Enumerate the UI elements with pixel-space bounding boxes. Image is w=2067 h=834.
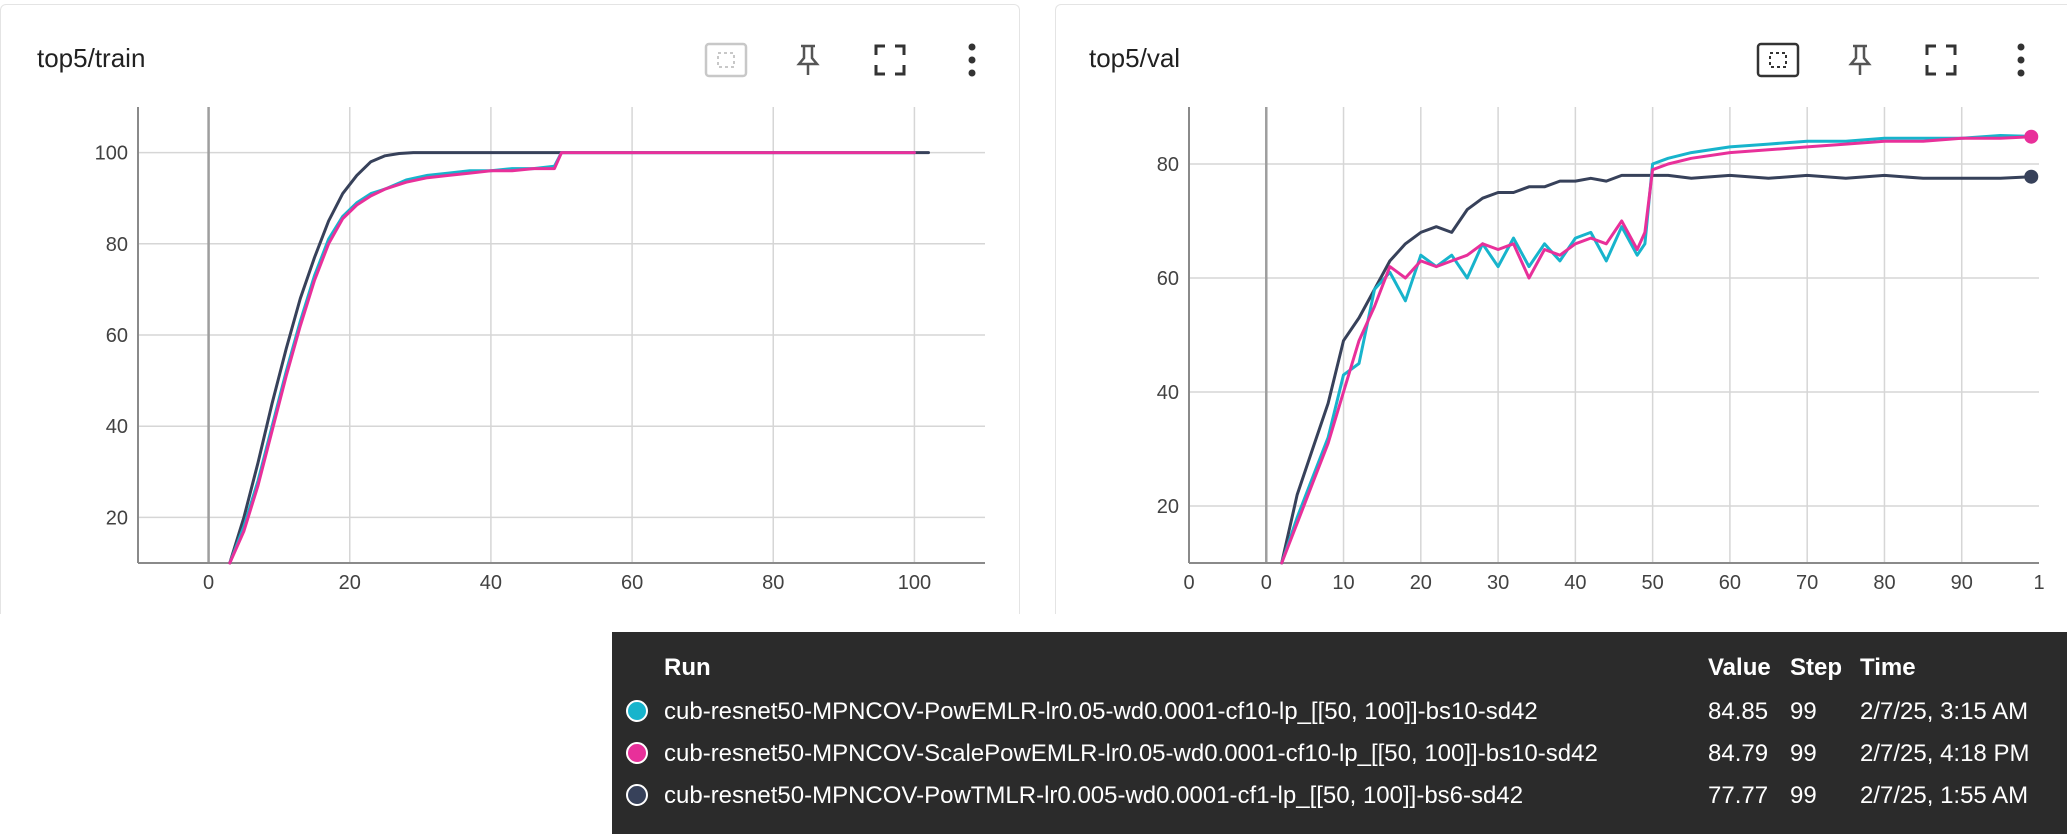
x-tick-label: 100	[898, 572, 931, 594]
y-tick-label: 40	[1157, 382, 1179, 404]
series-end-point	[2024, 169, 2039, 184]
more-options-button[interactable]	[947, 35, 997, 85]
fit-domain-button[interactable]	[701, 35, 751, 85]
more-vert-icon	[968, 43, 976, 77]
x-tick-label: 30	[1487, 572, 1509, 594]
x-tick-label: 40	[1564, 572, 1586, 594]
series-line	[228, 151, 916, 565]
tooltip-run-name: cub-resnet50-MPNCOV-PowEMLR-lr0.05-wd0.0…	[664, 698, 1538, 725]
tooltip-header-run: Run	[664, 654, 711, 681]
pin-icon	[1848, 44, 1872, 75]
fit-domain-icon	[704, 42, 748, 78]
line-chart-val[interactable]: 20 40 60 80 0 0 10 20 30 40 50 60 70 80 90 1	[1056, 5, 2067, 615]
series-line	[228, 151, 930, 565]
pin-icon	[796, 44, 820, 75]
series-end-point	[2024, 129, 2039, 144]
x-tick-label: 60	[1719, 572, 1741, 594]
chart-title-train: top5/train	[37, 43, 146, 73]
x-tick-label: 10	[1332, 572, 1354, 594]
chart-title-val: top5/val	[1089, 43, 1181, 73]
tooltip-time: 2/7/25, 3:15 AM	[1860, 698, 2029, 725]
y-tick-label: 100	[95, 143, 128, 165]
x-tick-label: 0	[1183, 572, 1194, 594]
chart-card-train: top5/train 20 40 60 80 100 0 20 40 60 80 100	[0, 4, 1020, 614]
y-tick-label: 80	[106, 234, 128, 256]
x-tick-label: 20	[339, 572, 361, 594]
y-tick-label: 40	[106, 416, 128, 438]
fullscreen-button[interactable]	[865, 35, 915, 85]
tooltip-step: 99	[1790, 782, 1817, 809]
pin-button[interactable]	[783, 35, 833, 85]
x-tick-label: 20	[1410, 572, 1432, 594]
fullscreen-button[interactable]	[1916, 35, 1966, 85]
x-tick-label: 0	[203, 572, 214, 594]
more-options-button[interactable]	[1996, 35, 2046, 85]
run-color-swatch	[626, 742, 648, 764]
tooltip-run-name: cub-resnet50-MPNCOV-PowTMLR-lr0.005-wd0.…	[664, 782, 1524, 809]
tooltip-run-name: cub-resnet50-MPNCOV-ScalePowEMLR-lr0.05-…	[664, 740, 1598, 767]
x-tick-label: 70	[1796, 572, 1818, 594]
x-tick-label: 80	[1873, 572, 1895, 594]
x-tick-label: 90	[1951, 572, 1973, 594]
x-tick-label: 60	[621, 572, 643, 594]
x-tick-label: 1	[2033, 572, 2044, 594]
fit-domain-button[interactable]	[1753, 35, 1803, 85]
tooltip-value: 77.77	[1708, 782, 1769, 809]
tooltip-header-step: Step	[1790, 654, 1843, 681]
fullscreen-icon	[874, 44, 906, 76]
run-color-swatch	[626, 700, 648, 722]
x-tick-label: 50	[1642, 572, 1664, 594]
tooltip-value: 84.85	[1708, 698, 1769, 725]
more-vert-icon	[2017, 43, 2025, 77]
y-tick-label: 20	[106, 507, 128, 529]
series-line	[1280, 173, 2033, 565]
y-tick-label: 80	[1157, 154, 1179, 176]
tooltip-value: 84.79	[1708, 740, 1769, 767]
x-tick-label: 40	[480, 572, 502, 594]
x-tick-label: 0	[1261, 572, 1272, 594]
tooltip-step: 99	[1790, 740, 1817, 767]
y-tick-label: 60	[106, 325, 128, 347]
tooltip-step: 99	[1790, 698, 1817, 725]
tooltip-time: 2/7/25, 4:18 PM	[1860, 740, 2030, 767]
y-tick-label: 20	[1157, 496, 1179, 518]
series-line	[1280, 134, 2033, 565]
tooltip-header-time: Time	[1860, 654, 1916, 681]
pin-button[interactable]	[1835, 35, 1885, 85]
hover-tooltip: Run Value Step Time cub-resnet50-MPNCOV-…	[612, 632, 2067, 834]
chart-card-val: top5/val 20 40 60 80 0 0 10 20 30 40 50 60 70 80 90 1	[1055, 4, 2067, 614]
run-color-swatch	[626, 784, 648, 806]
x-tick-label: 80	[762, 572, 784, 594]
tooltip-time: 2/7/25, 1:55 AM	[1860, 782, 2029, 809]
fit-domain-icon	[1756, 42, 1800, 78]
y-tick-label: 60	[1157, 268, 1179, 290]
fullscreen-icon	[1925, 44, 1957, 76]
tooltip-header-value: Value	[1708, 654, 1771, 681]
series-line	[1280, 135, 2033, 565]
line-chart-train[interactable]: 20 40 60 80 100 0 20 40 60 80 100	[1, 5, 1021, 615]
